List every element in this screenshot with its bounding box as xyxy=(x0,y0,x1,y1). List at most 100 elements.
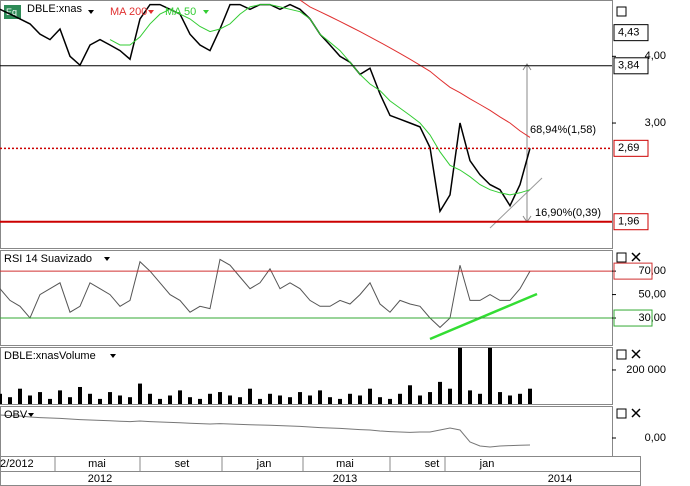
year-label: 2013 xyxy=(333,473,357,485)
volume-bar xyxy=(148,393,152,404)
symbol-icon[interactable] xyxy=(4,5,21,19)
pane xyxy=(0,347,532,404)
level-label: 1,96 xyxy=(618,216,639,228)
volume-bar xyxy=(28,395,32,404)
x-tick-label: mai xyxy=(336,458,354,470)
level-label: 4,43 xyxy=(618,27,639,39)
volume-bar xyxy=(198,398,202,404)
pane-title: RSI 14 Suavizado xyxy=(4,253,92,265)
volume-bar xyxy=(298,392,302,404)
level-tag xyxy=(613,139,649,157)
pane xyxy=(0,258,531,329)
x-tick-label: set xyxy=(175,458,190,470)
x-tick-label: 2/2012 xyxy=(0,458,34,470)
volume-bar xyxy=(518,393,522,404)
level-label: 2,69 xyxy=(618,142,639,154)
volume-bar xyxy=(378,397,382,404)
x-tick-label: jan xyxy=(256,458,272,470)
volume-bar xyxy=(138,383,142,404)
volume-bar xyxy=(228,395,232,404)
volume-bar xyxy=(348,393,352,404)
legend-entry: MA 200 xyxy=(110,6,147,18)
price-trendline xyxy=(489,177,543,229)
level-tag xyxy=(613,309,653,327)
y-tick-label: 3,00 xyxy=(645,117,666,129)
volume-bar xyxy=(508,395,512,404)
pane xyxy=(0,414,531,448)
volume-bar xyxy=(438,381,442,404)
series-line xyxy=(0,414,531,448)
title-dropdown xyxy=(110,354,116,358)
x-tick-label: jan xyxy=(479,458,495,470)
volume-bar xyxy=(478,393,482,404)
volume-bar xyxy=(58,390,62,404)
volume-bar xyxy=(208,393,212,404)
legend-dropdown xyxy=(203,10,209,14)
volume-bar xyxy=(428,392,432,404)
volume-bar xyxy=(398,393,402,404)
pane-title: OBV xyxy=(4,409,28,421)
pane-title: DBLE:xnas xyxy=(27,3,83,15)
volume-bar xyxy=(248,388,252,404)
volume-bar xyxy=(368,388,372,404)
title-dropdown xyxy=(104,257,110,261)
pane-controls[interactable] xyxy=(616,6,641,419)
series-line xyxy=(0,258,531,329)
volume-bar xyxy=(0,393,2,404)
y-tick-label: 4,00 xyxy=(645,50,666,62)
volume-bar xyxy=(308,395,312,404)
volume-bar xyxy=(318,390,322,404)
rsi-trendline xyxy=(429,292,538,341)
volume-bar xyxy=(108,392,112,404)
pane xyxy=(0,0,531,214)
volume-bar xyxy=(48,398,52,404)
volume-bar xyxy=(288,397,292,404)
volume-bar xyxy=(118,395,122,404)
volume-bar xyxy=(18,388,22,404)
y-tick-label: 0,00 xyxy=(645,432,666,444)
series-line xyxy=(299,0,531,138)
title-dropdown xyxy=(88,10,94,14)
volume-bar xyxy=(408,385,412,404)
volume-bar xyxy=(98,398,102,404)
volume-bar xyxy=(418,395,422,404)
volume-bar xyxy=(78,386,82,404)
volume-bar xyxy=(388,398,392,404)
level-tag xyxy=(613,57,649,75)
legend-dropdown xyxy=(148,10,154,14)
symbol-icon-text: Eq xyxy=(6,7,17,17)
volume-bar xyxy=(528,388,532,404)
pane-frames xyxy=(0,0,641,486)
volume-bar xyxy=(458,347,462,404)
volume-bar xyxy=(218,392,222,404)
x-tick-label: mai xyxy=(88,458,106,470)
x-tick-label: set xyxy=(425,458,440,470)
annotation: 68,94%(1,58) xyxy=(530,124,596,136)
year-label: 2012 xyxy=(88,473,112,485)
volume-bar xyxy=(358,395,362,404)
series-line xyxy=(109,4,531,196)
volume-bar xyxy=(188,397,192,404)
volume-bar xyxy=(128,397,132,404)
annotation: 16,90%(0,39) xyxy=(535,207,601,219)
volume-bar xyxy=(498,392,502,404)
level-tag xyxy=(613,213,649,231)
volume-bar xyxy=(8,397,12,404)
volume-bar xyxy=(158,398,162,404)
level-tag xyxy=(613,24,649,42)
volume-bar xyxy=(238,397,242,404)
level-tag xyxy=(613,262,653,280)
volume-bar xyxy=(448,388,452,404)
year-label: 2014 xyxy=(548,473,572,485)
y-tick-label: 200 000 xyxy=(626,364,666,376)
volume-bar xyxy=(88,393,92,404)
volume-bar xyxy=(468,390,472,404)
volume-bar xyxy=(278,395,282,404)
y-tick-label: 50,00 xyxy=(638,288,666,300)
title-dropdown xyxy=(28,413,34,417)
volume-bar xyxy=(338,398,342,404)
volume-bar xyxy=(38,392,42,404)
volume-bar xyxy=(168,395,172,404)
